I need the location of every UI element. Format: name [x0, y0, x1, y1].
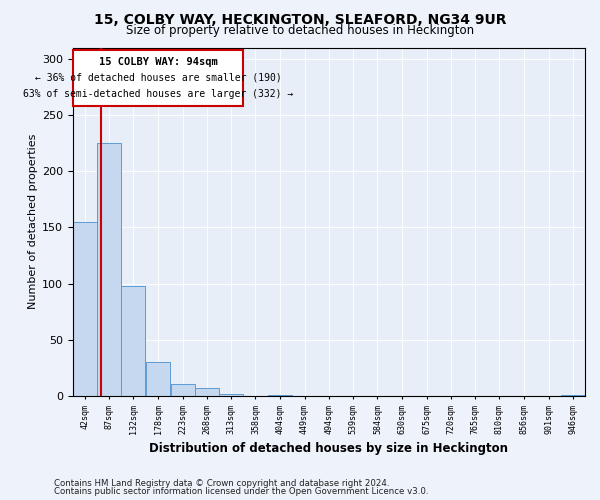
- Text: 15 COLBY WAY: 94sqm: 15 COLBY WAY: 94sqm: [98, 57, 217, 67]
- Bar: [561, 395, 585, 396]
- Bar: [73, 222, 97, 396]
- Text: 63% of semi-detached houses are larger (332) →: 63% of semi-detached houses are larger (…: [23, 88, 293, 99]
- X-axis label: Distribution of detached houses by size in Heckington: Distribution of detached houses by size …: [149, 442, 508, 455]
- Y-axis label: Number of detached properties: Number of detached properties: [28, 134, 38, 310]
- FancyBboxPatch shape: [73, 50, 243, 106]
- Bar: [146, 362, 170, 396]
- Bar: [170, 384, 194, 396]
- Text: Contains public sector information licensed under the Open Government Licence v3: Contains public sector information licen…: [54, 487, 428, 496]
- Text: Contains HM Land Registry data © Crown copyright and database right 2024.: Contains HM Land Registry data © Crown c…: [54, 478, 389, 488]
- Bar: [97, 143, 121, 396]
- Text: ← 36% of detached houses are smaller (190): ← 36% of detached houses are smaller (19…: [35, 73, 281, 83]
- Bar: [219, 394, 243, 396]
- Bar: [195, 388, 219, 396]
- Text: Size of property relative to detached houses in Heckington: Size of property relative to detached ho…: [126, 24, 474, 37]
- Bar: [121, 286, 145, 396]
- Text: 15, COLBY WAY, HECKINGTON, SLEAFORD, NG34 9UR: 15, COLBY WAY, HECKINGTON, SLEAFORD, NG3…: [94, 12, 506, 26]
- Bar: [268, 395, 292, 396]
